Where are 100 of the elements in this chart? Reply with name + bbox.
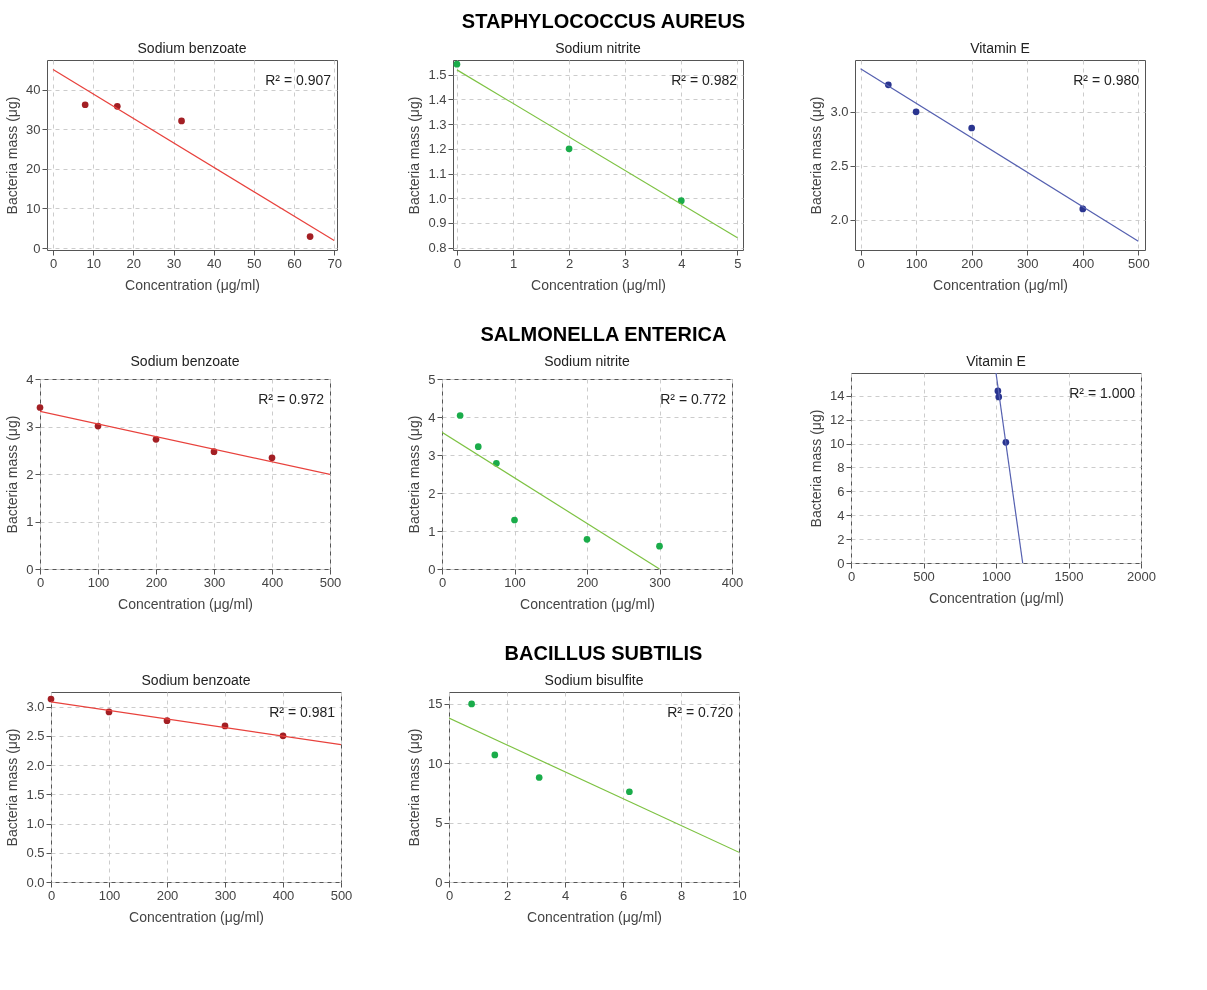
point	[511, 516, 518, 524]
y-tick-label: 4	[428, 409, 436, 425]
y-tick-label: 14	[830, 388, 845, 404]
y-tick-label: 40	[26, 82, 41, 98]
x-tick-label: 400	[272, 887, 295, 903]
chart-title: Vitamin E	[966, 353, 1026, 369]
y-axis-title: Bacteria mass (μg)	[406, 96, 423, 215]
x-tick-label: 0	[857, 255, 865, 271]
x-tick-label: 0	[49, 255, 58, 271]
x-axis-title: Concentration (μg/ml)	[125, 276, 260, 293]
y-axis-title: Bacteria mass (μg)	[406, 728, 423, 847]
y-tick-label: 2.5	[830, 158, 849, 174]
x-tick-label: 400	[1072, 255, 1095, 271]
y-tick-label: 5	[435, 815, 443, 831]
x-tick-label: 20	[126, 255, 142, 271]
point	[468, 700, 475, 708]
x-tick-label: 4	[678, 255, 686, 271]
y-axis-title: Bacteria mass (μg)	[4, 96, 21, 215]
x-axis-title: Concentration (μg/ml)	[129, 908, 264, 925]
y-tick-label: 0	[33, 240, 41, 256]
y-tick-label: 0.8	[428, 240, 447, 256]
x-tick-label: 0	[453, 255, 462, 271]
y-axis-title: Bacteria mass (μg)	[4, 728, 21, 847]
y-axis-title: Bacteria mass (μg)	[808, 96, 825, 215]
x-tick-label: 300	[214, 887, 237, 903]
x-tick-label: 10	[86, 255, 101, 271]
x-tick-label: 500	[1127, 255, 1150, 271]
y-tick-label: 2.0	[26, 757, 45, 773]
y-tick-label: 3	[26, 419, 34, 434]
x-tick-label: 0	[47, 887, 56, 903]
x-tick-label: 200	[576, 574, 599, 590]
point	[656, 542, 663, 550]
chart-title: Sodium benzoate	[130, 353, 240, 369]
text: BACILLUS SUBTILIS	[503, 642, 704, 665]
x-axis-title: Concentration (μg/ml)	[527, 908, 662, 925]
chart-title: Sodium benzoate	[137, 40, 247, 56]
x-tick-label: 500	[319, 574, 342, 590]
x-axis-title: Concentration (μg/ml)	[933, 276, 1068, 293]
text: STAPHYLOCOCCUS AUREUS	[460, 10, 747, 33]
annotation: R² = 1.000	[1069, 385, 1136, 401]
annotation: R² = 0.980	[1073, 72, 1140, 88]
point	[565, 145, 573, 153]
x-tick-label: 2000	[1127, 568, 1156, 584]
y-tick-label: 1.3	[428, 116, 447, 132]
y-tick-label: 1.4	[428, 91, 447, 107]
y-tick-label: 4	[837, 507, 845, 523]
x-tick-label: 50	[247, 255, 262, 271]
x-tick-label: 70	[327, 255, 342, 271]
point	[626, 788, 633, 796]
annotation: R² = 0.907	[265, 72, 332, 88]
point	[968, 124, 976, 132]
point	[583, 536, 591, 543]
annotation: R² = 0.772	[660, 391, 727, 407]
x-tick-label: 2	[565, 255, 574, 271]
x-tick-label: 1000	[982, 568, 1011, 584]
y-tick-label: 0	[837, 555, 845, 571]
chart-title: Sodium bisulfite	[544, 672, 644, 688]
x-tick-label: 60	[287, 255, 302, 271]
x-tick-label: 40	[206, 255, 222, 271]
point	[474, 443, 482, 450]
y-tick-label: 2.5	[26, 728, 45, 744]
x-tick-label: 400	[721, 574, 744, 590]
x-axis-title: Concentration (μg/ml)	[929, 589, 1064, 606]
x-tick-label: 100	[87, 574, 110, 590]
chart-title: Sodium nitrite	[555, 40, 642, 56]
x-tick-label: 400	[261, 574, 284, 590]
x-tick-label: 500	[913, 568, 935, 584]
y-tick-label: 8	[837, 459, 845, 475]
y-tick-label: 0	[435, 874, 443, 890]
y-tick-label: 1	[428, 523, 436, 539]
x-tick-label: 100	[905, 255, 928, 271]
x-tick-label: 8	[677, 887, 686, 903]
y-tick-label: 20	[26, 161, 41, 177]
y-tick-label: 3.0	[26, 699, 45, 715]
y-axis-title: Bacteria mass (μg)	[808, 409, 825, 528]
x-tick-label: 1500	[1054, 568, 1084, 584]
x-tick-label: 30	[166, 255, 182, 271]
annotation: R² = 0.981	[269, 704, 336, 720]
y-tick-label: 1.1	[428, 166, 447, 182]
annotation: R² = 0.982	[671, 72, 738, 88]
y-tick-label: 0.0	[26, 874, 45, 890]
chart-title: Sodium benzoate	[141, 672, 251, 688]
y-tick-label: 1.2	[428, 141, 447, 157]
y-tick-label: 2.0	[830, 212, 849, 228]
y-tick-label: 1.5	[26, 786, 45, 802]
x-tick-label: 100	[98, 887, 121, 903]
y-tick-label: 1	[26, 514, 34, 529]
x-tick-label: 200	[145, 574, 168, 590]
point	[178, 117, 185, 125]
y-tick-label: 15	[428, 696, 443, 712]
annotation: R² = 0.972	[258, 391, 325, 407]
x-tick-label: 10	[732, 887, 747, 903]
y-tick-label: 2	[837, 531, 845, 547]
y-tick-label: 1.5	[428, 67, 447, 83]
y-tick-label: 3.0	[830, 104, 849, 120]
point	[491, 751, 499, 759]
x-tick-label: 100	[504, 574, 526, 590]
y-tick-label: 5	[428, 371, 436, 387]
y-tick-label: 1.0	[26, 816, 45, 832]
point	[36, 404, 44, 411]
